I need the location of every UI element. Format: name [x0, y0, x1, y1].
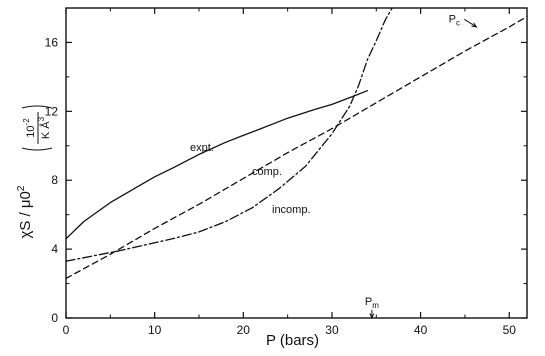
axes: 0 10 20 30 40 50 0 4 8 12 16 [45, 7, 528, 337]
annotation-pc: Pc [449, 13, 460, 27]
series-line-expt [65, 90, 369, 240]
labels-group: expt. comp. incomp. P (bars) χS / μ02 10-2 K Å… [16, 105, 319, 349]
y-tick-label: 4 [51, 242, 58, 256]
series-line-comp [65, 15, 528, 280]
series-label-expt: expt. [190, 142, 214, 154]
y-tick-label: 16 [45, 35, 59, 49]
series-label-incomp: incomp. [272, 204, 311, 216]
x-tick-label: 0 [63, 323, 70, 337]
y-tick-label: 8 [51, 173, 58, 187]
series-label-comp: comp. [252, 166, 282, 178]
x-tick-label: 30 [325, 323, 339, 337]
x-tick-label: 50 [503, 323, 517, 337]
series-group [65, 7, 528, 280]
annotation-pc-arrow [464, 18, 477, 28]
x-tick-label: 20 [237, 323, 251, 337]
annotation-pm: Pm [365, 296, 379, 310]
y-axis-title: χS / μ02 [16, 185, 34, 238]
y-axis-unit-numerator: 10-2 [22, 118, 37, 138]
annotation-pc-arrowhead [471, 22, 478, 28]
plot-frame [65, 7, 528, 319]
x-axis-title: P (bars) [266, 332, 319, 349]
y-axis-unit-denominator: K Å3 [37, 116, 52, 139]
annotations-group: Pc Pm [365, 13, 478, 320]
annotation-pm-arrowhead [369, 313, 375, 320]
y-axis-unit-paren-open [21, 147, 53, 151]
x-tick-label: 10 [148, 323, 162, 337]
y-axis-unit: 10-2 K Å3 [21, 105, 53, 151]
y-tick-label: 0 [51, 311, 58, 325]
y-tick-label: 12 [45, 104, 59, 118]
x-tick-label: 40 [414, 323, 428, 337]
y-axis-unit-paren-close [21, 105, 53, 109]
series-line-incomp [65, 7, 393, 262]
